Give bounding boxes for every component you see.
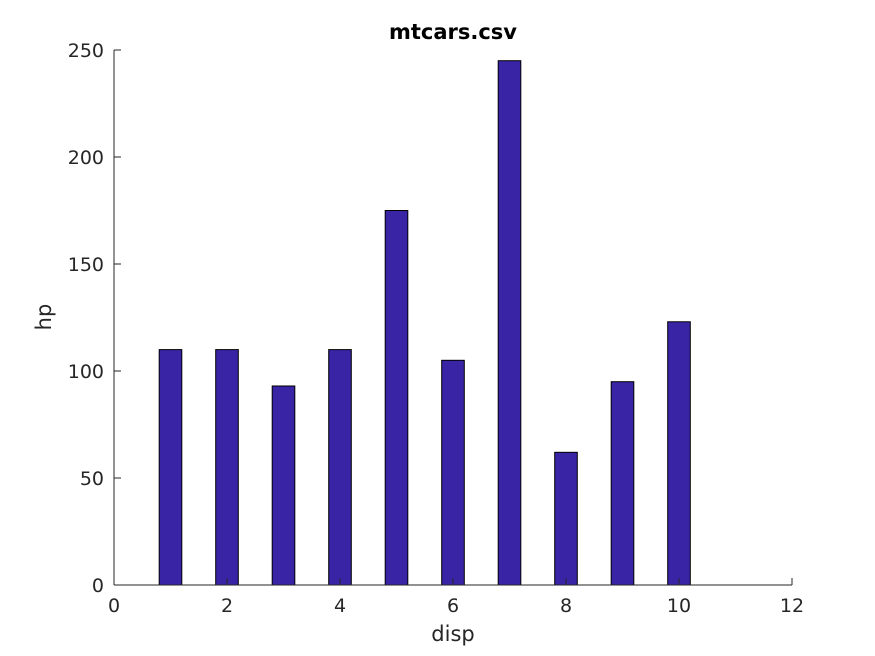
bar-1 — [158, 349, 183, 586]
y-tick-label: 250 — [68, 40, 104, 62]
x-tick-label: 6 — [447, 595, 459, 617]
y-ticks-group: 0 50 100 150 200 250 — [68, 40, 121, 597]
x-axis-title: disp — [431, 622, 474, 646]
y-tick-label: 0 — [92, 575, 104, 597]
bar-10 — [667, 321, 691, 586]
bar-8 — [554, 451, 578, 586]
y-tick-label: 100 — [68, 361, 104, 383]
x-tick-label: 4 — [334, 595, 346, 617]
bar-5 — [384, 210, 409, 586]
y-tick-label: 50 — [80, 468, 104, 490]
bars-group — [158, 60, 691, 586]
bar-2 — [215, 349, 239, 586]
y-tick-label: 200 — [68, 147, 104, 169]
bar-9 — [610, 381, 635, 586]
y-tick-label: 150 — [68, 254, 104, 276]
bar-4 — [328, 349, 352, 586]
chart-title: mtcars.csv — [389, 20, 517, 44]
x-ticks-group: 0 2 4 6 8 10 12 — [108, 578, 804, 617]
x-tick-label: 2 — [221, 595, 233, 617]
y-axis-title: hp — [32, 304, 56, 331]
x-tick-label: 8 — [560, 595, 572, 617]
x-tick-label: 0 — [108, 595, 120, 617]
bar-7 — [497, 60, 522, 586]
x-tick-label: 10 — [667, 595, 691, 617]
bar-6 — [441, 359, 465, 586]
bar-3 — [271, 385, 296, 586]
x-tick-label: 12 — [780, 595, 804, 617]
